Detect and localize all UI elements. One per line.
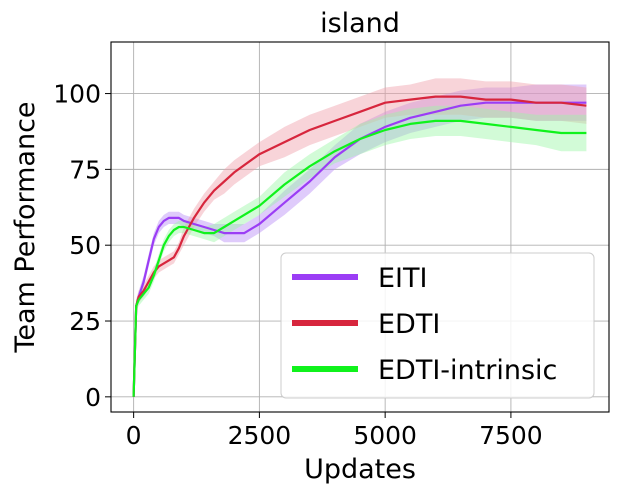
x-axis-label: Updates xyxy=(304,454,416,485)
legend-box xyxy=(280,252,595,399)
y-tick-label: 0 xyxy=(85,383,101,412)
axis-ticks: 0 2500 5000 7500 0 25 50 75 100 xyxy=(53,80,542,450)
x-tick-label: 2500 xyxy=(228,421,292,450)
y-tick-label: 25 xyxy=(69,307,101,336)
y-tick-label: 100 xyxy=(53,80,101,109)
y-tick-label: 75 xyxy=(69,155,101,184)
legend-label-eiti: EITI xyxy=(378,263,427,294)
y-axis-label: Team Performance xyxy=(10,101,41,353)
legend-label-edti: EDTI xyxy=(378,309,440,340)
band-eiti xyxy=(133,84,587,397)
chart-title: island xyxy=(320,8,400,39)
x-tick-label: 7500 xyxy=(479,421,543,450)
legend-entries: EITI EDTI EDTI-intrinsic xyxy=(292,263,557,386)
confidence-bands xyxy=(133,78,587,397)
legend: EITI EDTI EDTI-intrinsic xyxy=(280,252,595,399)
line-edti-intrinsic xyxy=(132,119,587,397)
band-edti-intrinsic xyxy=(133,105,587,397)
x-tick-label: 5000 xyxy=(353,421,417,450)
y-tick-label: 50 xyxy=(69,231,101,260)
series-lines xyxy=(132,95,587,397)
legend-label-edti-intrinsic: EDTI-intrinsic xyxy=(378,355,557,386)
band-edti xyxy=(133,78,587,397)
x-tick-label: 0 xyxy=(126,421,142,450)
plot-frame xyxy=(110,41,610,413)
line-eiti xyxy=(132,101,587,397)
